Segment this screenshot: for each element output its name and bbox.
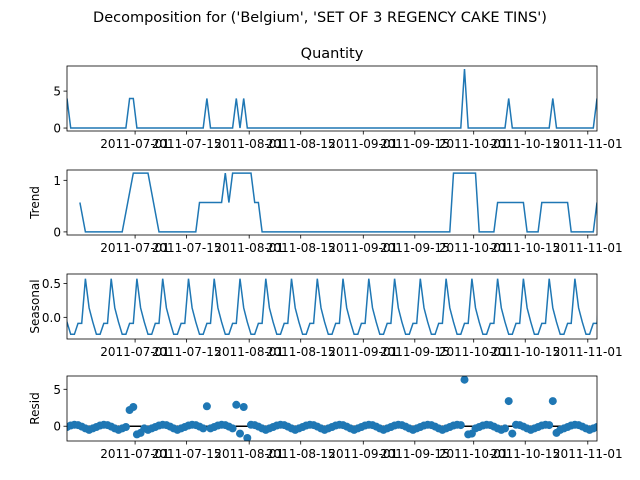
trend-series-line <box>79 172 597 233</box>
resid-xtick-label: 2011-07-01 <box>100 447 170 461</box>
seasonal-xtick-label: 2011-11-01 <box>553 345 623 359</box>
seasonal-xtick-label: 2011-07-15 <box>152 345 222 359</box>
resid-point <box>460 376 469 384</box>
trend-ylabel: Trend <box>28 186 42 220</box>
trend-xtick-label: 2011-09-01 <box>328 241 398 255</box>
seasonal-ytick-label: 0.0 <box>42 311 61 325</box>
resid-point <box>504 397 513 406</box>
resid-point <box>243 434 252 441</box>
figure-suptitle: Decomposition for ('Belgium', 'SET OF 3 … <box>93 10 547 26</box>
resid-point <box>232 400 241 409</box>
resid-xtick-label: 2011-11-01 <box>553 447 623 461</box>
trend-xtick-label: 2011-07-01 <box>100 241 170 255</box>
trend-ytick-label: 0 <box>53 225 61 239</box>
panels-container: 052011-07-012011-07-152011-08-012011-08-… <box>28 46 623 461</box>
observed-xtick-label: 2011-07-15 <box>152 137 222 151</box>
resid-point <box>236 429 244 438</box>
resid-ytick-label: 5 <box>53 383 61 397</box>
observed-axes-frame <box>66 65 598 132</box>
observed-xtick-label: 2011-10-01 <box>439 137 509 151</box>
observed-ytick-label: 5 <box>53 85 61 99</box>
trend-data <box>79 172 597 233</box>
panel-seasonal: 0.00.52011-07-012011-07-152011-08-012011… <box>28 273 623 359</box>
resid-point <box>228 424 237 433</box>
resid-xtick-label: 2011-09-15 <box>380 447 450 461</box>
seasonal-xtick-label: 2011-07-01 <box>100 345 170 359</box>
trend-ytick-label: 1 <box>53 174 61 188</box>
resid-point <box>199 424 208 433</box>
seasonal-xtick-label: 2011-09-15 <box>380 345 450 359</box>
observed-series-line <box>67 68 597 129</box>
observed-xtick-label: 2011-08-01 <box>214 137 284 151</box>
resid-ytick-label: 0 <box>53 420 61 434</box>
resid-point <box>501 424 509 433</box>
seasonal-xtick-label: 2011-10-01 <box>439 345 509 359</box>
trend-xtick-label: 2011-10-01 <box>439 241 509 255</box>
trend-xtick-label: 2011-11-01 <box>553 241 623 255</box>
resid-xtick-label: 2011-08-01 <box>214 447 284 461</box>
trend-xtick-label: 2011-08-15 <box>266 241 336 255</box>
resid-axes-frame <box>66 375 598 442</box>
resid-point <box>545 421 554 430</box>
resid-point <box>456 421 465 430</box>
seasonal-data <box>67 278 597 336</box>
observed-xtick-label: 2011-10-15 <box>490 137 560 151</box>
resid-point <box>202 402 211 411</box>
observed-xtick-label: 2011-11-01 <box>553 137 623 151</box>
seasonal-xtick-label: 2011-08-01 <box>214 345 284 359</box>
resid-point <box>239 403 248 411</box>
resid-point <box>548 397 557 406</box>
resid-point <box>593 423 597 431</box>
resid-xtick-label: 2011-08-15 <box>266 447 336 461</box>
observed-xtick-label: 2011-09-01 <box>328 137 398 151</box>
resid-point <box>129 403 138 411</box>
trend-xtick-label: 2011-07-15 <box>152 241 222 255</box>
resid-ylabel: Resid <box>28 392 42 424</box>
seasonal-xtick-label: 2011-09-01 <box>328 345 398 359</box>
resid-data <box>67 376 597 441</box>
seasonal-ylabel: Seasonal <box>28 279 42 333</box>
resid-point <box>121 423 130 431</box>
observed-data <box>67 68 597 129</box>
resid-xtick-label: 2011-09-01 <box>328 447 398 461</box>
seasonal-series-line <box>67 278 597 336</box>
resid-xtick-label: 2011-10-15 <box>490 447 560 461</box>
observed-ytick-label: 0 <box>53 122 61 136</box>
observed-xtick-label: 2011-09-15 <box>380 137 450 151</box>
seasonal-xtick-label: 2011-08-15 <box>266 345 336 359</box>
resid-point <box>508 429 517 438</box>
trend-xtick-label: 2011-09-15 <box>380 241 450 255</box>
trend-axes-frame <box>66 169 598 236</box>
observed-xtick-label: 2011-07-01 <box>100 137 170 151</box>
seasonal-ytick-label: 0.5 <box>42 277 61 291</box>
observed-xtick-label: 2011-08-15 <box>266 137 336 151</box>
seasonal-xtick-label: 2011-10-15 <box>490 345 560 359</box>
resid-xtick-label: 2011-10-01 <box>439 447 509 461</box>
panel-resid: 0 5 2011-07-012011-07-152011-08-012011-08-… <box>28 375 623 461</box>
trend-xtick-label: 2011-08-01 <box>214 241 284 255</box>
panel-observed: 0 5 2011-07-012011-07-152011-08-012011-08-… <box>53 46 622 151</box>
trend-xtick-label: 2011-10-15 <box>490 241 560 255</box>
observed-panel-title: Quantity <box>301 46 364 62</box>
seasonal-axes-frame <box>66 273 598 340</box>
resid-xtick-label: 2011-07-15 <box>152 447 222 461</box>
panel-trend: 0 1 2011-07-012011-07-152011-08-012011-08-… <box>28 169 623 255</box>
